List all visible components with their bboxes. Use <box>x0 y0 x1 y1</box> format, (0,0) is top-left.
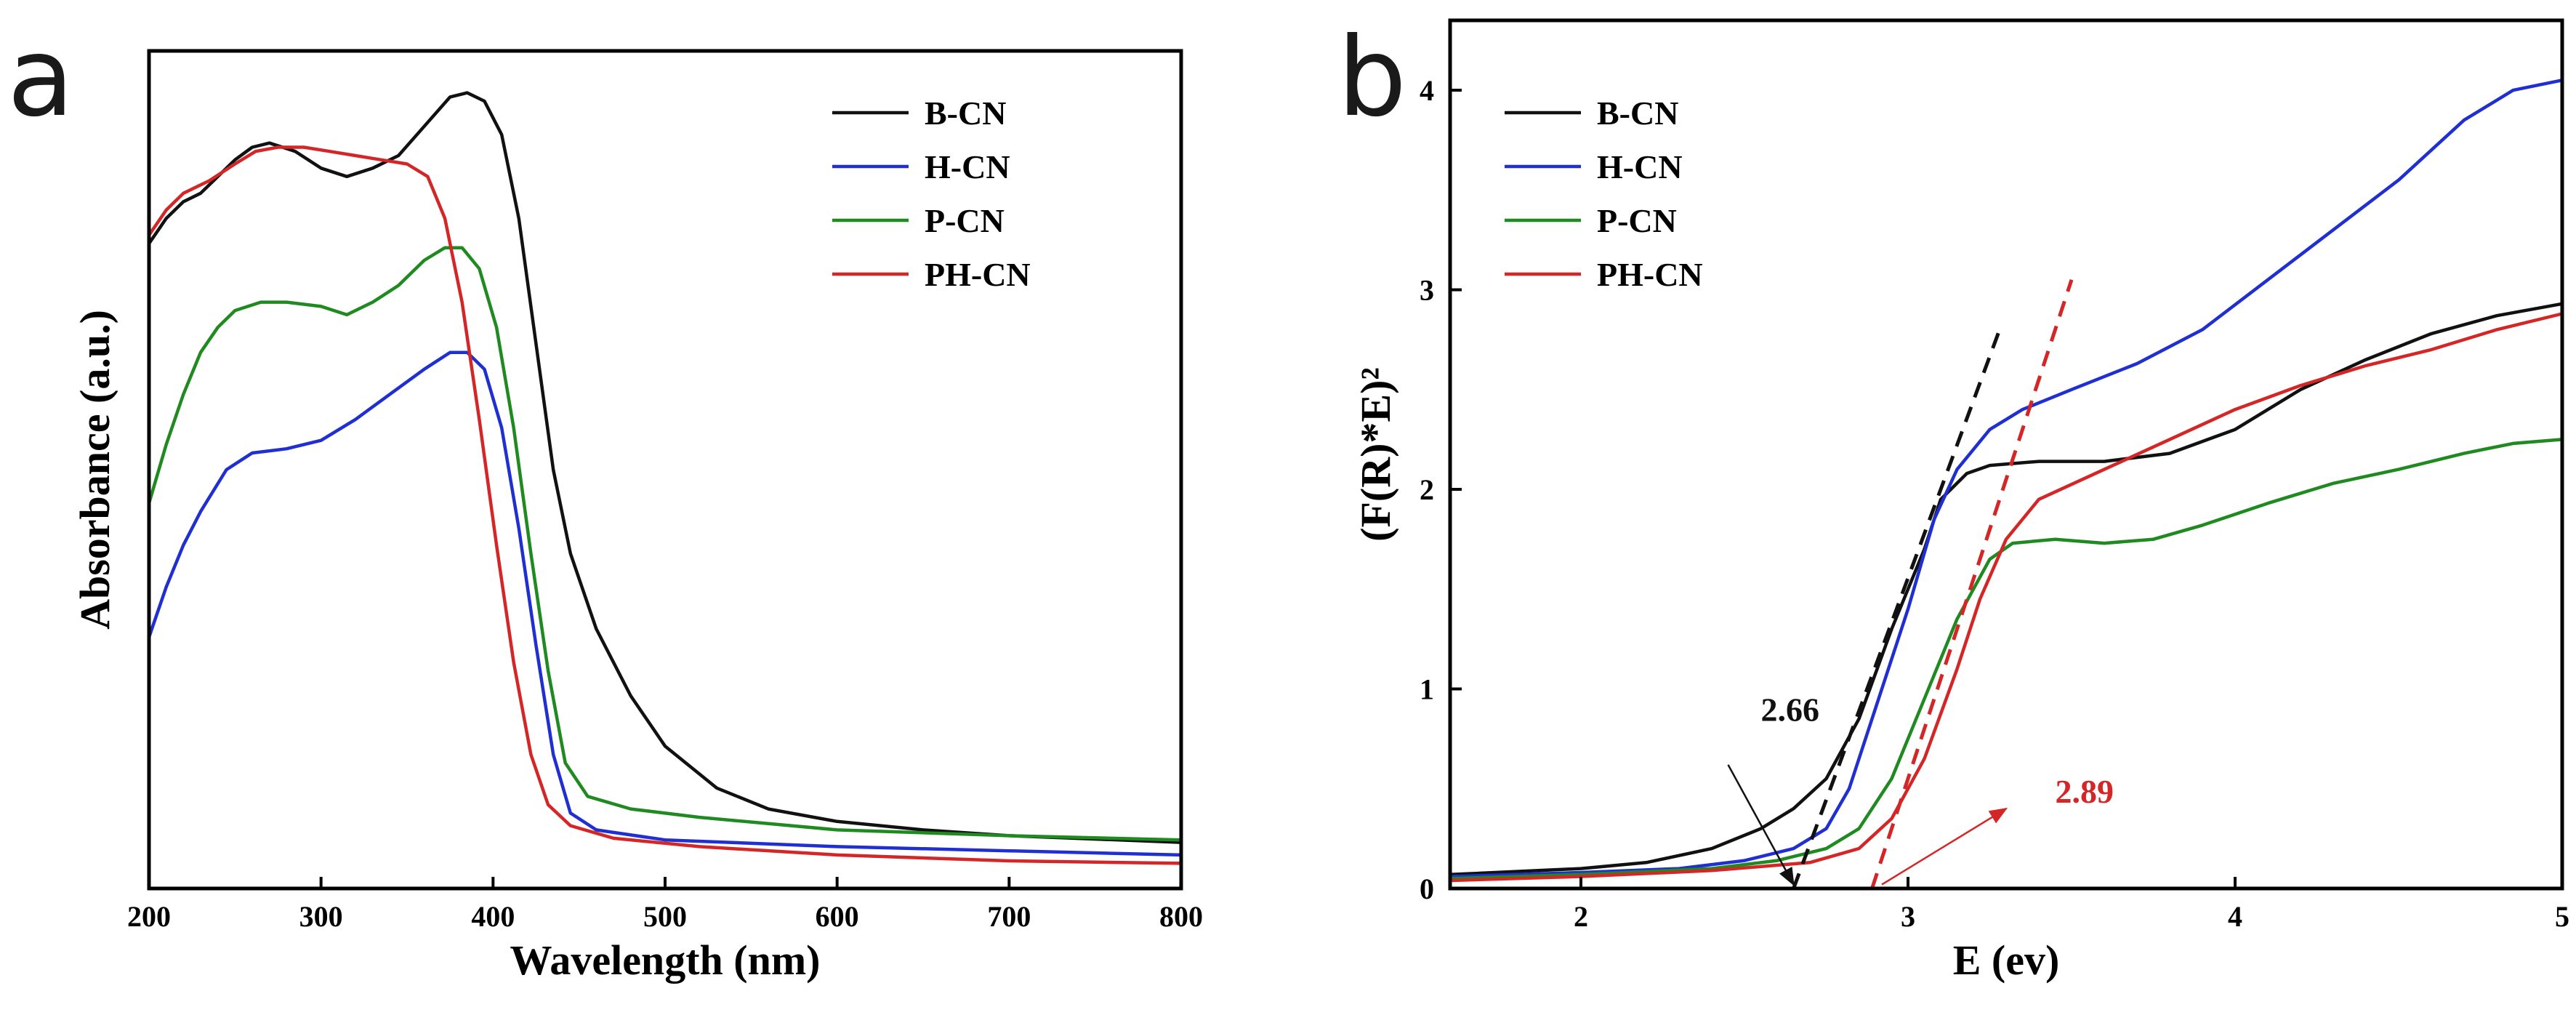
y-tick-label: 4 <box>1420 74 1434 107</box>
tangent-line-ph-cn <box>1870 279 2074 889</box>
legend-label-p-cn: P-CN <box>925 202 1005 239</box>
chart-panel-a: 200 300 400 500 600 700 800 Wavelength (nm) Abso… <box>71 49 1203 984</box>
y-tick-label: 0 <box>1420 872 1434 905</box>
annotation-label-2-89: 2.89 <box>2056 773 2114 810</box>
panel-letter-b: b <box>1337 15 1406 141</box>
x-tick-label: 2 <box>1574 900 1588 933</box>
x-axis-title: E (ev) <box>1953 936 2060 984</box>
y-axis-title: Absorbance (a.u.) <box>71 310 118 630</box>
x-tick-label: 600 <box>816 900 859 933</box>
legend-label-h-cn: H-CN <box>1597 148 1683 185</box>
x-tick-label: 700 <box>987 900 1031 933</box>
legend-label-b-cn: B-CN <box>925 95 1006 132</box>
x-tick-label: 800 <box>1159 900 1203 933</box>
series-line-p-cn <box>147 246 1182 842</box>
series-line-ph-cn <box>148 145 1182 865</box>
series-line-h-cn <box>147 350 1182 857</box>
x-tick-label: 300 <box>299 900 343 933</box>
x-axis-title: Wavelength (nm) <box>510 936 821 984</box>
series-line-b-cn <box>1449 302 2563 877</box>
y-tick-label: 1 <box>1420 673 1434 706</box>
x-tick-label: 5 <box>2555 900 2569 933</box>
legend-label-ph-cn: PH-CN <box>1597 256 1703 293</box>
x-tick-label: 500 <box>643 900 687 933</box>
legend-label-h-cn: H-CN <box>925 148 1010 185</box>
plot-frame <box>1448 18 2564 891</box>
y-tick-label: 2 <box>1420 473 1434 506</box>
tangent-line-b-cn <box>1792 329 2002 889</box>
chart-panel-b: 2.66 2.89 2 3 4 5 0 1 2 3 4 E (ev) (F(R)*E)² B-CN H-CN… <box>1352 18 2569 984</box>
x-tick-label: 3 <box>1901 900 1915 933</box>
x-tick-label: 400 <box>471 900 515 933</box>
x-tick-label: 4 <box>2228 900 2242 933</box>
panel-letter-a: a <box>7 15 74 141</box>
plot-frame <box>147 49 1183 891</box>
annotation-label-2-66: 2.66 <box>1761 691 1820 728</box>
series-line-ph-cn <box>1449 312 2563 883</box>
legend-label-p-cn: P-CN <box>1597 202 1677 239</box>
legend-label-b-cn: B-CN <box>1597 95 1678 132</box>
y-tick-label: 3 <box>1420 274 1434 307</box>
annotation-arrow-2-66 <box>1727 764 1795 886</box>
series-line-b-cn <box>148 91 1182 844</box>
legend-label-ph-cn: PH-CN <box>925 256 1031 293</box>
annotation-arrow-2-89 <box>1881 807 2008 886</box>
series-line-h-cn <box>1449 79 2563 878</box>
y-axis-title: (F(R)*E)² <box>1352 367 1399 542</box>
series-line-p-cn <box>1449 438 2563 880</box>
x-tick-label: 200 <box>127 900 171 933</box>
